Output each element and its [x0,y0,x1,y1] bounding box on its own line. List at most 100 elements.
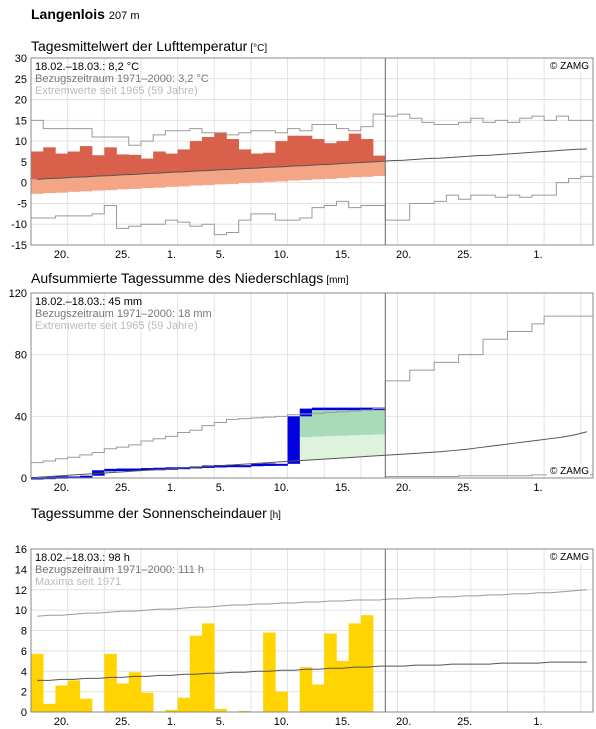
temp-ytick-label: 5 [21,157,27,169]
temp-bar-above [79,146,93,177]
temp-bar-above [238,149,252,169]
precip-xtick-label: 10. [274,482,289,494]
precip-level-bar [104,468,117,472]
precip-ytick-label: 120 [9,288,27,300]
sun-xtick-label: 20. [396,716,411,728]
temp-bar-above [55,153,68,179]
sun-xtick-label: 1. [533,716,542,728]
temp-bar-below [275,166,288,182]
precip-ytick-label: 80 [15,350,27,362]
sunshine-unit: [h] [269,510,281,521]
precip-level-bar [263,463,276,466]
temp-bar-above [43,147,56,179]
temp-bar-below [79,176,93,192]
temp-bar-above [140,158,154,174]
sun-ytick-label: 4 [21,666,27,678]
temp-bar-above [67,151,81,178]
temp-bar-below [214,169,227,185]
precip-level-bar [312,407,325,411]
temp-bar-below [43,178,56,194]
precip-xtick-label: 5. [216,482,225,494]
sun-bar [128,672,142,712]
temp-ytick-label: 15 [15,115,27,127]
precip-level-bar [336,407,349,411]
temp-bar-above [287,135,301,167]
precip-copyright-bg [547,464,590,477]
precip-level-bar [116,468,130,472]
sun-bar [336,661,349,712]
precip-level-bar [226,464,239,468]
sun-xtick-label: 10. [274,716,289,728]
temp-xtick-label: 20. [54,249,69,261]
temp-bar-above [31,151,44,180]
temp-bar-below [128,174,142,189]
precip-ytick-label: 40 [15,411,27,423]
precip-info-period: 18.02.–18.03.: 45 mm [35,296,142,308]
temp-bar-above [202,136,215,171]
precip-level-bar [140,468,154,471]
temp-bar-above [214,132,227,170]
temp-bar-below [226,169,239,184]
sun-bar [177,697,191,712]
temp-xtick-label: 10. [274,249,289,261]
sun-xtick-label: 20. [54,716,69,728]
sun-xtick-label: 15. [335,716,350,728]
sun-info-period: 18.02.–18.03.: 98 h [35,552,130,564]
precip-level-bar [128,468,142,472]
temp-bar-below [116,174,130,190]
temp-ytick-label: -10 [11,219,27,231]
precip-normal-line [37,431,588,478]
precip-info-reference: Bezugszeitraum 1971–2000: 18 mm [35,308,212,320]
precip-increment-bar [299,408,313,417]
temp-bar-below [336,163,349,179]
sun-maxima-line [37,589,587,617]
temp-bar-below [202,170,215,186]
temp-bar-above [128,154,142,175]
precip-fill-light [104,471,117,473]
temp-bar-below [165,172,178,187]
sun-ytick-label: 14 [15,564,27,576]
precip-fill-dark [373,408,386,435]
sun-bar [116,683,130,712]
temperature-unit: [°C] [250,43,268,54]
precip-fill-light [360,434,374,457]
precip-fill-light [324,436,337,459]
precipitation-title-text: Aufsummierte Tagessumme des Niederschlag… [31,270,324,286]
precip-level-bar [250,463,264,467]
precipitation-unit: [mm] [326,275,349,286]
precip-level-bar [214,464,227,468]
precip-increment-bar [287,416,301,464]
precip-increment-bar [275,463,288,466]
temp-bar-above [226,139,239,170]
sun-ytick-label: 0 [21,707,27,719]
sun-info-extremes: Maxima seit 1971 [35,576,121,588]
sun-bar [360,615,374,712]
precip-fill-dark [324,408,337,437]
sun-copyright: © ZAMG [550,552,589,563]
temp-extreme-max-line [31,113,593,146]
sun-xtick-label: 25. [457,716,472,728]
precip-plot-frame [30,292,594,479]
precip-fill-dark [348,408,362,436]
temp-bar-below [177,171,191,187]
temp-plot-frame [30,57,594,246]
temp-xtick-label: 20. [396,249,411,261]
temp-xtick-label: 1. [167,249,176,261]
sun-info-reference: Bezugszeitraum 1971–2000: 111 h [35,564,204,576]
sun-bar [275,691,288,712]
temp-xtick-label: 1. [533,249,542,261]
temp-bar-above [263,152,276,168]
temp-bar-below [287,166,301,181]
precip-fill-light [299,437,313,461]
sun-bar [55,685,68,712]
precip-xtick-label: 1. [533,482,542,494]
temp-bar-above [153,151,166,174]
sun-bar [214,708,227,712]
temp-bar-above [275,141,288,167]
sun-ytick-label: 8 [21,626,27,638]
precip-fill-dark [336,408,349,436]
temp-xtick-label: 15. [335,249,350,261]
sun-ytick-label: 2 [21,687,27,699]
